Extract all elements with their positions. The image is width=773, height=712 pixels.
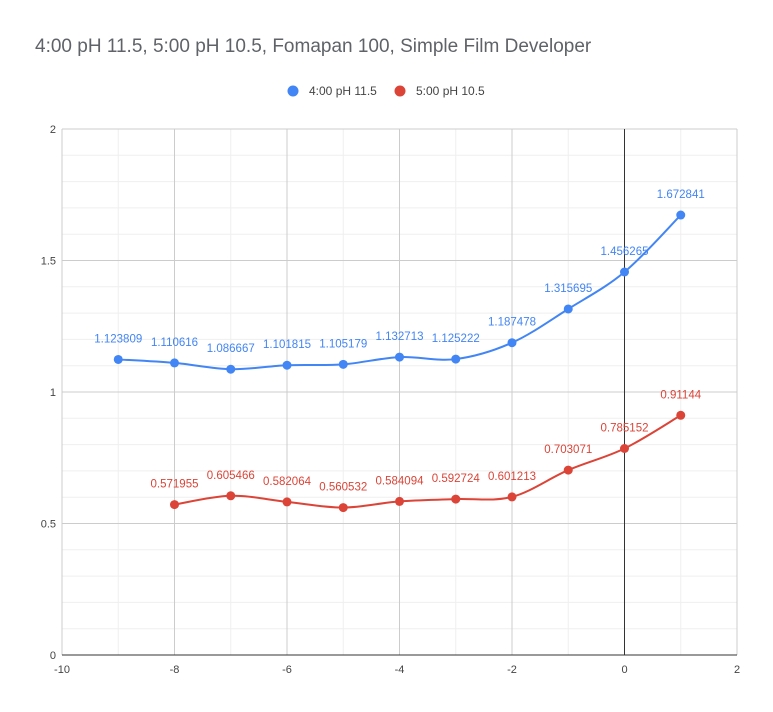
data-point	[451, 494, 461, 504]
x-tick-label: -8	[170, 664, 180, 676]
data-label: 1.123809	[94, 333, 142, 345]
y-tick-label: 1.5	[41, 256, 56, 268]
x-tick-label: -10	[54, 664, 70, 676]
data-point	[507, 338, 517, 348]
data-point	[563, 304, 573, 314]
data-labels: 1.123809 1.110616 1.086667 1.101815 1.105179…	[94, 189, 704, 494]
data-label: 1.125222	[432, 333, 480, 345]
data-label: 1.187478	[488, 317, 536, 329]
data-point	[507, 492, 517, 502]
data-label: 1.315695	[544, 283, 592, 295]
data-point	[170, 500, 179, 510]
grid	[61, 128, 738, 656]
data-label: 0.605466	[207, 470, 255, 482]
data-label: 1.132713	[376, 331, 424, 343]
data-label: 1.456265	[601, 246, 649, 258]
data-label: 0.560532	[319, 482, 367, 494]
data-point	[226, 364, 236, 374]
legend: 4:00 pH 11.5 5:00 pH 10.5	[287, 84, 485, 98]
data-point	[226, 491, 236, 501]
legend-marker	[394, 85, 406, 97]
legend-marker	[287, 85, 299, 97]
data-label: 1.672841	[657, 189, 705, 201]
y-tick-label: 2	[50, 124, 56, 136]
data-point	[338, 503, 348, 513]
data-point	[620, 267, 629, 277]
data-point	[170, 358, 179, 368]
data-label: 0.601213	[488, 471, 536, 483]
data-label: 1.105179	[319, 338, 367, 350]
data-point	[395, 352, 404, 362]
y-tick-label: 1	[50, 387, 56, 399]
series-layer	[113, 210, 686, 513]
data-point	[676, 410, 686, 420]
data-point	[338, 359, 348, 369]
data-label: 0.571955	[151, 479, 199, 491]
x-tick-label: -6	[282, 664, 292, 676]
data-label: 1.086667	[207, 343, 255, 355]
x-tick-label: -2	[507, 664, 517, 676]
x-tick-label: 0	[621, 664, 627, 676]
series-line	[174, 414, 682, 509]
legend-label: 5:00 pH 10.5	[416, 84, 485, 98]
data-point	[113, 354, 123, 364]
data-point	[563, 465, 573, 475]
legend-label: 4:00 pH 11.5	[309, 84, 377, 98]
data-label: 0.91144	[660, 389, 701, 401]
y-tick-label: 0.5	[41, 519, 56, 531]
x-tick-label: -4	[395, 664, 405, 676]
y-tick-label: 0	[50, 650, 56, 662]
data-label: 0.592724	[432, 473, 481, 485]
chart-title: 4:00 pH 11.5, 5:00 pH 10.5, Fomapan 100,…	[35, 36, 592, 57]
data-label: 1.101815	[263, 339, 311, 351]
data-point	[676, 210, 686, 220]
data-point	[282, 497, 292, 507]
x-tick-label: 2	[734, 664, 740, 676]
data-label: 0.703071	[544, 444, 592, 456]
data-point	[395, 496, 404, 506]
axes: -10 -8 -6 -4 -2 0 2 0 0.5 1 1.5 2	[41, 124, 740, 676]
data-label: 1.110616	[151, 337, 198, 349]
data-point	[451, 354, 461, 364]
data-point	[620, 444, 629, 454]
data-label: 0.582064	[263, 476, 312, 488]
data-label: 0.584094	[376, 475, 425, 487]
data-point	[282, 360, 292, 370]
data-label: 0.785152	[601, 423, 649, 435]
